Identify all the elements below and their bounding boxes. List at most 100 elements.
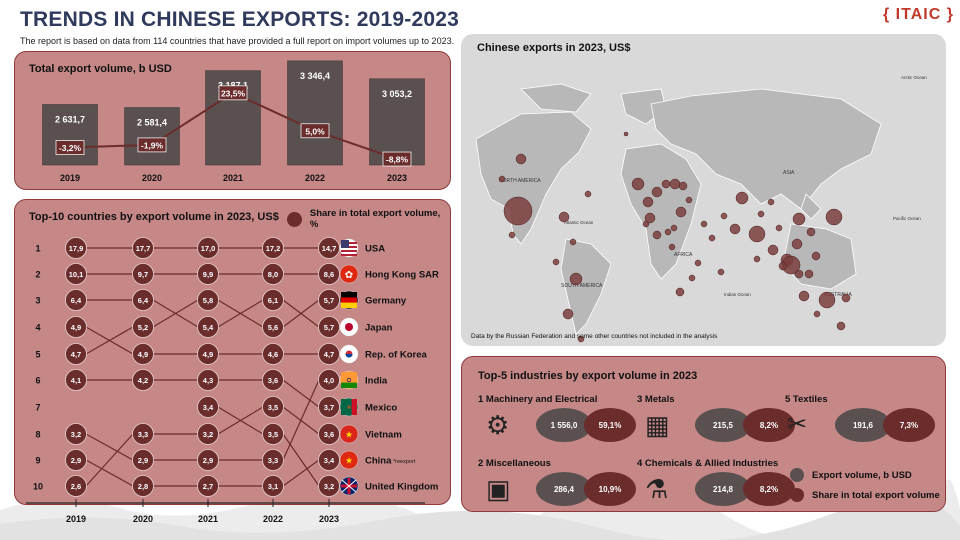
share-circle	[197, 396, 219, 418]
industry-share-oval: 8,2%	[743, 472, 795, 506]
share-circle	[132, 369, 154, 391]
share-value: 3,6	[324, 430, 334, 439]
export-bubble	[552, 258, 560, 266]
export-bubble	[794, 269, 804, 279]
export-bubble	[670, 224, 678, 232]
share-circle	[132, 289, 154, 311]
growth-label-box	[300, 123, 330, 139]
industry-share-oval: 59,1%	[584, 408, 636, 442]
total-export-panel: Total export volume, b USD 2 631,7 2019 2 …	[14, 51, 451, 190]
share-value: 3,3	[268, 456, 278, 465]
country-flag-icon	[339, 476, 359, 496]
export-bar-value: 2 581,4	[137, 118, 167, 128]
growth-label: -8,8%	[386, 155, 409, 165]
export-bubble	[577, 335, 585, 343]
country-flag-icon: ★	[339, 450, 359, 470]
share-value: 17,0	[201, 244, 216, 253]
rank-link	[85, 326, 134, 355]
share-circle	[132, 475, 154, 497]
share-value: 4,6	[268, 350, 278, 359]
rank-number: 6	[35, 376, 40, 386]
export-bubble	[498, 175, 506, 183]
country-flag-icon: ★	[339, 424, 359, 444]
share-circle	[132, 343, 154, 365]
export-bubble	[767, 244, 779, 256]
rank-link	[85, 433, 134, 487]
share-circle	[262, 449, 284, 471]
year-tick-label: 2020	[142, 173, 162, 183]
share-circle	[65, 423, 87, 445]
share-value: 4,1	[71, 376, 81, 385]
share-circle	[318, 369, 340, 391]
share-circle	[197, 449, 219, 471]
export-bubble	[503, 196, 533, 226]
industry-name: 2 Miscellaneous	[478, 458, 551, 469]
share-circle	[132, 316, 154, 338]
export-bubble	[569, 272, 583, 286]
map-region-label: NORTH AMERICA	[499, 178, 541, 184]
industry-volume-oval: 214,8	[695, 472, 751, 506]
share-value: 17,9	[69, 244, 84, 253]
export-bubble	[642, 196, 654, 208]
export-bubble	[669, 178, 681, 190]
export-bubble	[688, 274, 696, 282]
year-tick-label: 2021	[223, 173, 243, 183]
export-bubble	[508, 231, 516, 239]
legend-share-dot-2	[790, 488, 804, 502]
year-tick-label: 2019	[60, 173, 80, 183]
share-value: 6,4	[71, 296, 82, 305]
share-value: 3,4	[203, 403, 214, 412]
country-name: Hong Kong SAR	[365, 270, 439, 281]
export-bubble	[668, 243, 676, 251]
growth-label: -1,9%	[141, 140, 164, 150]
export-bubble	[652, 230, 662, 240]
reexport-note: *reexport	[393, 459, 416, 465]
map-region-label: AFRICA	[674, 252, 693, 258]
share-circle	[197, 237, 219, 259]
share-circle	[65, 343, 87, 365]
share-value: 3,2	[203, 430, 213, 439]
year-tick-label: 2022	[263, 514, 283, 524]
growth-label: -3,2%	[59, 143, 82, 153]
map-region-label: SOUTH AMERICA	[561, 283, 603, 289]
share-value: 5,7	[324, 323, 334, 332]
share-circle	[318, 316, 340, 338]
share-circle	[65, 237, 87, 259]
export-bubble	[515, 153, 527, 165]
export-bubble	[825, 208, 843, 226]
share-circle	[65, 369, 87, 391]
share-value: 3,5	[268, 430, 278, 439]
share-value: 17,2	[266, 244, 281, 253]
share-circle	[318, 449, 340, 471]
share-value: 4,9	[71, 323, 81, 332]
country-flag-icon	[339, 397, 359, 417]
share-value: 4,3	[203, 376, 213, 385]
share-circle	[132, 263, 154, 285]
rank-number: 3	[35, 296, 40, 306]
year-tick-label: 2021	[198, 514, 218, 524]
export-bubble	[694, 259, 702, 267]
export-bubble	[811, 251, 821, 261]
export-bubble	[748, 225, 766, 243]
share-circle	[65, 316, 87, 338]
year-tick-label: 2022	[305, 173, 325, 183]
export-bubble	[623, 131, 629, 137]
share-circle	[318, 263, 340, 285]
share-circle	[318, 289, 340, 311]
export-bubble	[720, 212, 728, 220]
export-bubble	[791, 238, 803, 250]
export-bubble	[708, 234, 716, 242]
top10-countries-panel: Top-10 countries by export volume in 202…	[14, 199, 451, 505]
export-bar	[124, 107, 180, 166]
country-name: Germany	[365, 296, 407, 307]
country-flag-icon	[339, 344, 359, 364]
share-circle	[262, 289, 284, 311]
rank-link	[282, 379, 320, 461]
continent-shape	[800, 193, 822, 220]
growth-label: 23,5%	[221, 88, 246, 98]
share-value: 2,6	[71, 482, 81, 491]
share-circle	[262, 343, 284, 365]
share-circle	[65, 289, 87, 311]
share-circle	[318, 343, 340, 365]
map-region-label: Pacific Ocean	[893, 216, 921, 221]
